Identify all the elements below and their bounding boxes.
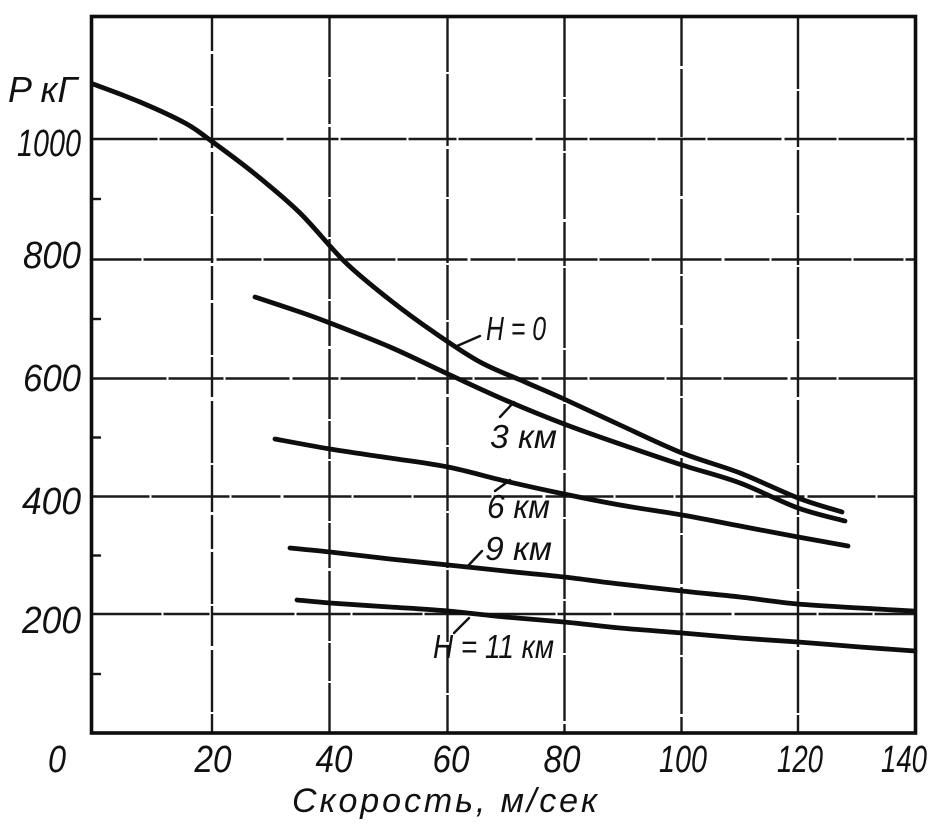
- svg-text:120: 120: [777, 739, 823, 781]
- svg-text:60: 60: [433, 739, 470, 781]
- svg-text:1000: 1000: [17, 123, 81, 165]
- svg-text:9 км: 9 км: [485, 530, 552, 567]
- svg-text:600: 600: [23, 358, 81, 400]
- svg-text:P кГ: P кГ: [8, 69, 79, 110]
- svg-text:100: 100: [659, 739, 707, 781]
- svg-text:800: 800: [23, 235, 81, 277]
- svg-text:20: 20: [194, 739, 232, 781]
- svg-text:400: 400: [22, 481, 81, 523]
- svg-text:140: 140: [881, 739, 927, 781]
- svg-text:40: 40: [316, 739, 353, 781]
- svg-text:200: 200: [21, 600, 81, 642]
- svg-text:H = 0: H = 0: [486, 310, 546, 347]
- svg-text:0: 0: [48, 739, 66, 781]
- svg-text:H = 11 км: H = 11 км: [433, 628, 554, 665]
- svg-text:Скорость, м/сек: Скорость, м/сек: [292, 782, 599, 820]
- svg-text:6 км: 6 км: [487, 488, 550, 525]
- svg-text:80: 80: [544, 739, 581, 781]
- svg-text:3 км: 3 км: [490, 418, 557, 455]
